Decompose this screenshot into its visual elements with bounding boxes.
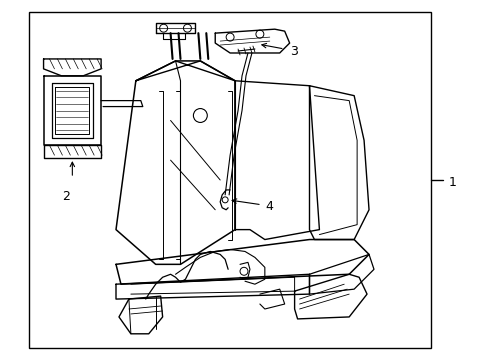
Text: 2: 2 — [62, 190, 70, 203]
Text: 3: 3 — [289, 45, 297, 58]
Text: 4: 4 — [265, 200, 273, 213]
Bar — [28, 12, 430, 348]
Text: 1: 1 — [447, 176, 455, 189]
